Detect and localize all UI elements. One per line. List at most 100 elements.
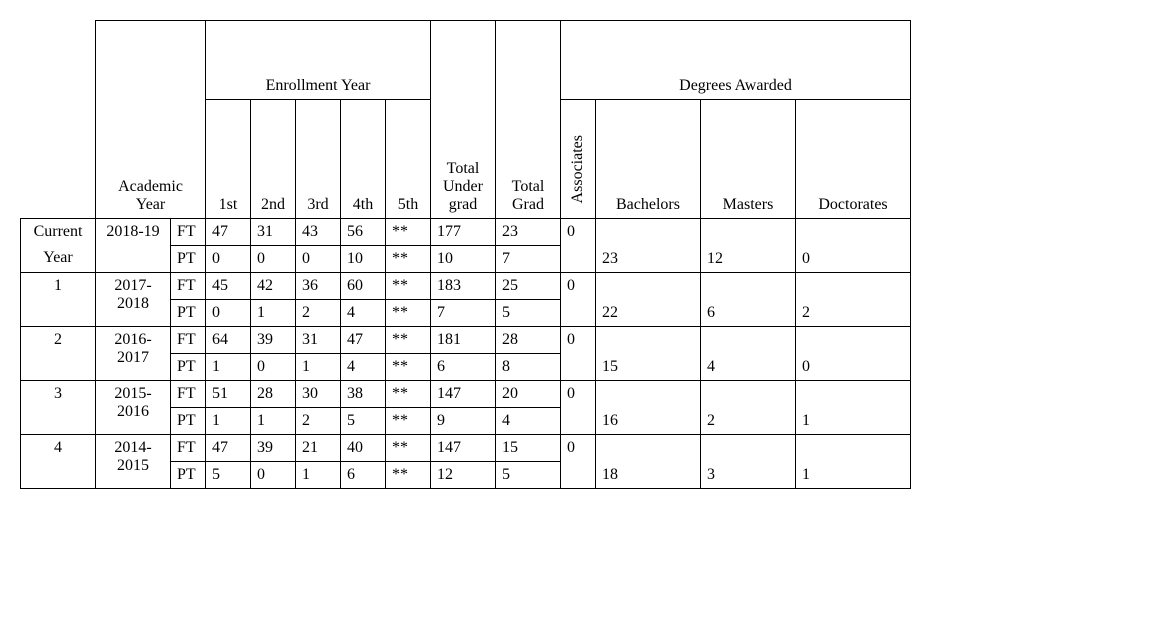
pt-label: PT bbox=[171, 246, 206, 273]
cell-ft-e3: 21 bbox=[296, 435, 341, 462]
cell-ft-e5: ** bbox=[386, 381, 431, 408]
cell-pt-tug: 12 bbox=[431, 462, 496, 489]
col-masters: Masters bbox=[701, 100, 796, 219]
table-row-ft: CurrentYear2018-19FT47314356**1772302312… bbox=[21, 219, 911, 246]
total-undergrad-header: Total Under grad bbox=[431, 21, 496, 219]
cell-pt-tg: 5 bbox=[496, 462, 561, 489]
cell-pt-tug: 7 bbox=[431, 300, 496, 327]
cell-ft-e1: 51 bbox=[206, 381, 251, 408]
table-row-ft: 32015-2016FT51283038**1472001621 bbox=[21, 381, 911, 408]
year-index: CurrentYear bbox=[21, 219, 96, 273]
cell-ft-tug: 177 bbox=[431, 219, 496, 246]
cell-pt-e4: 4 bbox=[341, 354, 386, 381]
cell-ft-e3: 31 bbox=[296, 327, 341, 354]
year-index-line1: Current bbox=[27, 223, 89, 241]
cell-pt-e1: 0 bbox=[206, 246, 251, 273]
cell-ft-tug: 147 bbox=[431, 435, 496, 462]
cell-doctorates: 0 bbox=[796, 327, 911, 381]
cell-pt-e5: ** bbox=[386, 354, 431, 381]
year-index: 4 bbox=[21, 435, 96, 489]
cell-ft-e4: 47 bbox=[341, 327, 386, 354]
ft-label: FT bbox=[171, 273, 206, 300]
cell-ft-tg: 15 bbox=[496, 435, 561, 462]
year-index: 1 bbox=[21, 273, 96, 327]
col-bachelors: Bachelors bbox=[596, 100, 701, 219]
cell-ft-e4: 40 bbox=[341, 435, 386, 462]
academic-year-header: Academic Year bbox=[96, 21, 206, 219]
cell-ft-e5: ** bbox=[386, 273, 431, 300]
ft-label: FT bbox=[171, 327, 206, 354]
cell-ft-tug: 181 bbox=[431, 327, 496, 354]
table-row-ft: 22016-2017FT64393147**1812801540 bbox=[21, 327, 911, 354]
cell-ft-e2: 39 bbox=[251, 435, 296, 462]
cell-pt-e3: 2 bbox=[296, 300, 341, 327]
cell-pt-tg: 4 bbox=[496, 408, 561, 435]
col-5th: 5th bbox=[386, 100, 431, 219]
cell-pt-e5: ** bbox=[386, 408, 431, 435]
col-4th: 4th bbox=[341, 100, 386, 219]
col-associates: Associates bbox=[561, 100, 596, 219]
cell-pt-e1: 1 bbox=[206, 354, 251, 381]
cell-ft-e3: 36 bbox=[296, 273, 341, 300]
cell-pt-e4: 6 bbox=[341, 462, 386, 489]
cell-ft-e5: ** bbox=[386, 435, 431, 462]
cell-pt-tug: 9 bbox=[431, 408, 496, 435]
header-row-1: Academic Year Enrollment Year Total Unde… bbox=[21, 21, 911, 100]
ft-label: FT bbox=[171, 381, 206, 408]
pt-label: PT bbox=[171, 462, 206, 489]
cell-associates: 0 bbox=[561, 273, 596, 327]
academic-year: 2018-19 bbox=[96, 219, 171, 273]
cell-doctorates: 1 bbox=[796, 435, 911, 489]
cell-bachelors: 18 bbox=[596, 435, 701, 489]
cell-ft-e2: 28 bbox=[251, 381, 296, 408]
cell-pt-e3: 0 bbox=[296, 246, 341, 273]
cell-masters: 3 bbox=[701, 435, 796, 489]
cell-ft-e2: 31 bbox=[251, 219, 296, 246]
year-index: 3 bbox=[21, 381, 96, 435]
cell-ft-e5: ** bbox=[386, 219, 431, 246]
cell-pt-tg: 7 bbox=[496, 246, 561, 273]
col-2nd: 2nd bbox=[251, 100, 296, 219]
cell-pt-e1: 0 bbox=[206, 300, 251, 327]
ft-label: FT bbox=[171, 219, 206, 246]
cell-associates: 0 bbox=[561, 219, 596, 273]
cell-pt-tg: 5 bbox=[496, 300, 561, 327]
cell-ft-e3: 43 bbox=[296, 219, 341, 246]
year-index: 2 bbox=[21, 327, 96, 381]
cell-ft-e4: 38 bbox=[341, 381, 386, 408]
cell-associates: 0 bbox=[561, 435, 596, 489]
cell-masters: 6 bbox=[701, 273, 796, 327]
cell-pt-tg: 8 bbox=[496, 354, 561, 381]
cell-doctorates: 0 bbox=[796, 219, 911, 273]
academic-year: 2017-2018 bbox=[96, 273, 171, 327]
cell-ft-e1: 64 bbox=[206, 327, 251, 354]
cell-pt-e3: 2 bbox=[296, 408, 341, 435]
ft-label: FT bbox=[171, 435, 206, 462]
cell-pt-e4: 10 bbox=[341, 246, 386, 273]
cell-ft-tug: 147 bbox=[431, 381, 496, 408]
cell-masters: 12 bbox=[701, 219, 796, 273]
cell-pt-e3: 1 bbox=[296, 354, 341, 381]
cell-ft-tg: 20 bbox=[496, 381, 561, 408]
cell-pt-e5: ** bbox=[386, 246, 431, 273]
cell-ft-e4: 60 bbox=[341, 273, 386, 300]
cell-ft-e2: 42 bbox=[251, 273, 296, 300]
cell-ft-e5: ** bbox=[386, 327, 431, 354]
cell-ft-e1: 45 bbox=[206, 273, 251, 300]
enrollment-year-header: Enrollment Year bbox=[206, 21, 431, 100]
cell-pt-e5: ** bbox=[386, 300, 431, 327]
cell-associates: 0 bbox=[561, 381, 596, 435]
cell-bachelors: 16 bbox=[596, 381, 701, 435]
degrees-awarded-header: Degrees Awarded bbox=[561, 21, 911, 100]
cell-ft-tg: 25 bbox=[496, 273, 561, 300]
cell-ft-e1: 47 bbox=[206, 435, 251, 462]
academic-year: 2014-2015 bbox=[96, 435, 171, 489]
table-row-ft: 12017-2018FT45423660**1832502262 bbox=[21, 273, 911, 300]
cell-ft-tg: 28 bbox=[496, 327, 561, 354]
cell-pt-e4: 4 bbox=[341, 300, 386, 327]
enrollment-degrees-table: Academic Year Enrollment Year Total Unde… bbox=[20, 20, 911, 489]
cell-pt-e5: ** bbox=[386, 462, 431, 489]
cell-pt-e3: 1 bbox=[296, 462, 341, 489]
cell-ft-tug: 183 bbox=[431, 273, 496, 300]
cell-pt-e2: 1 bbox=[251, 408, 296, 435]
